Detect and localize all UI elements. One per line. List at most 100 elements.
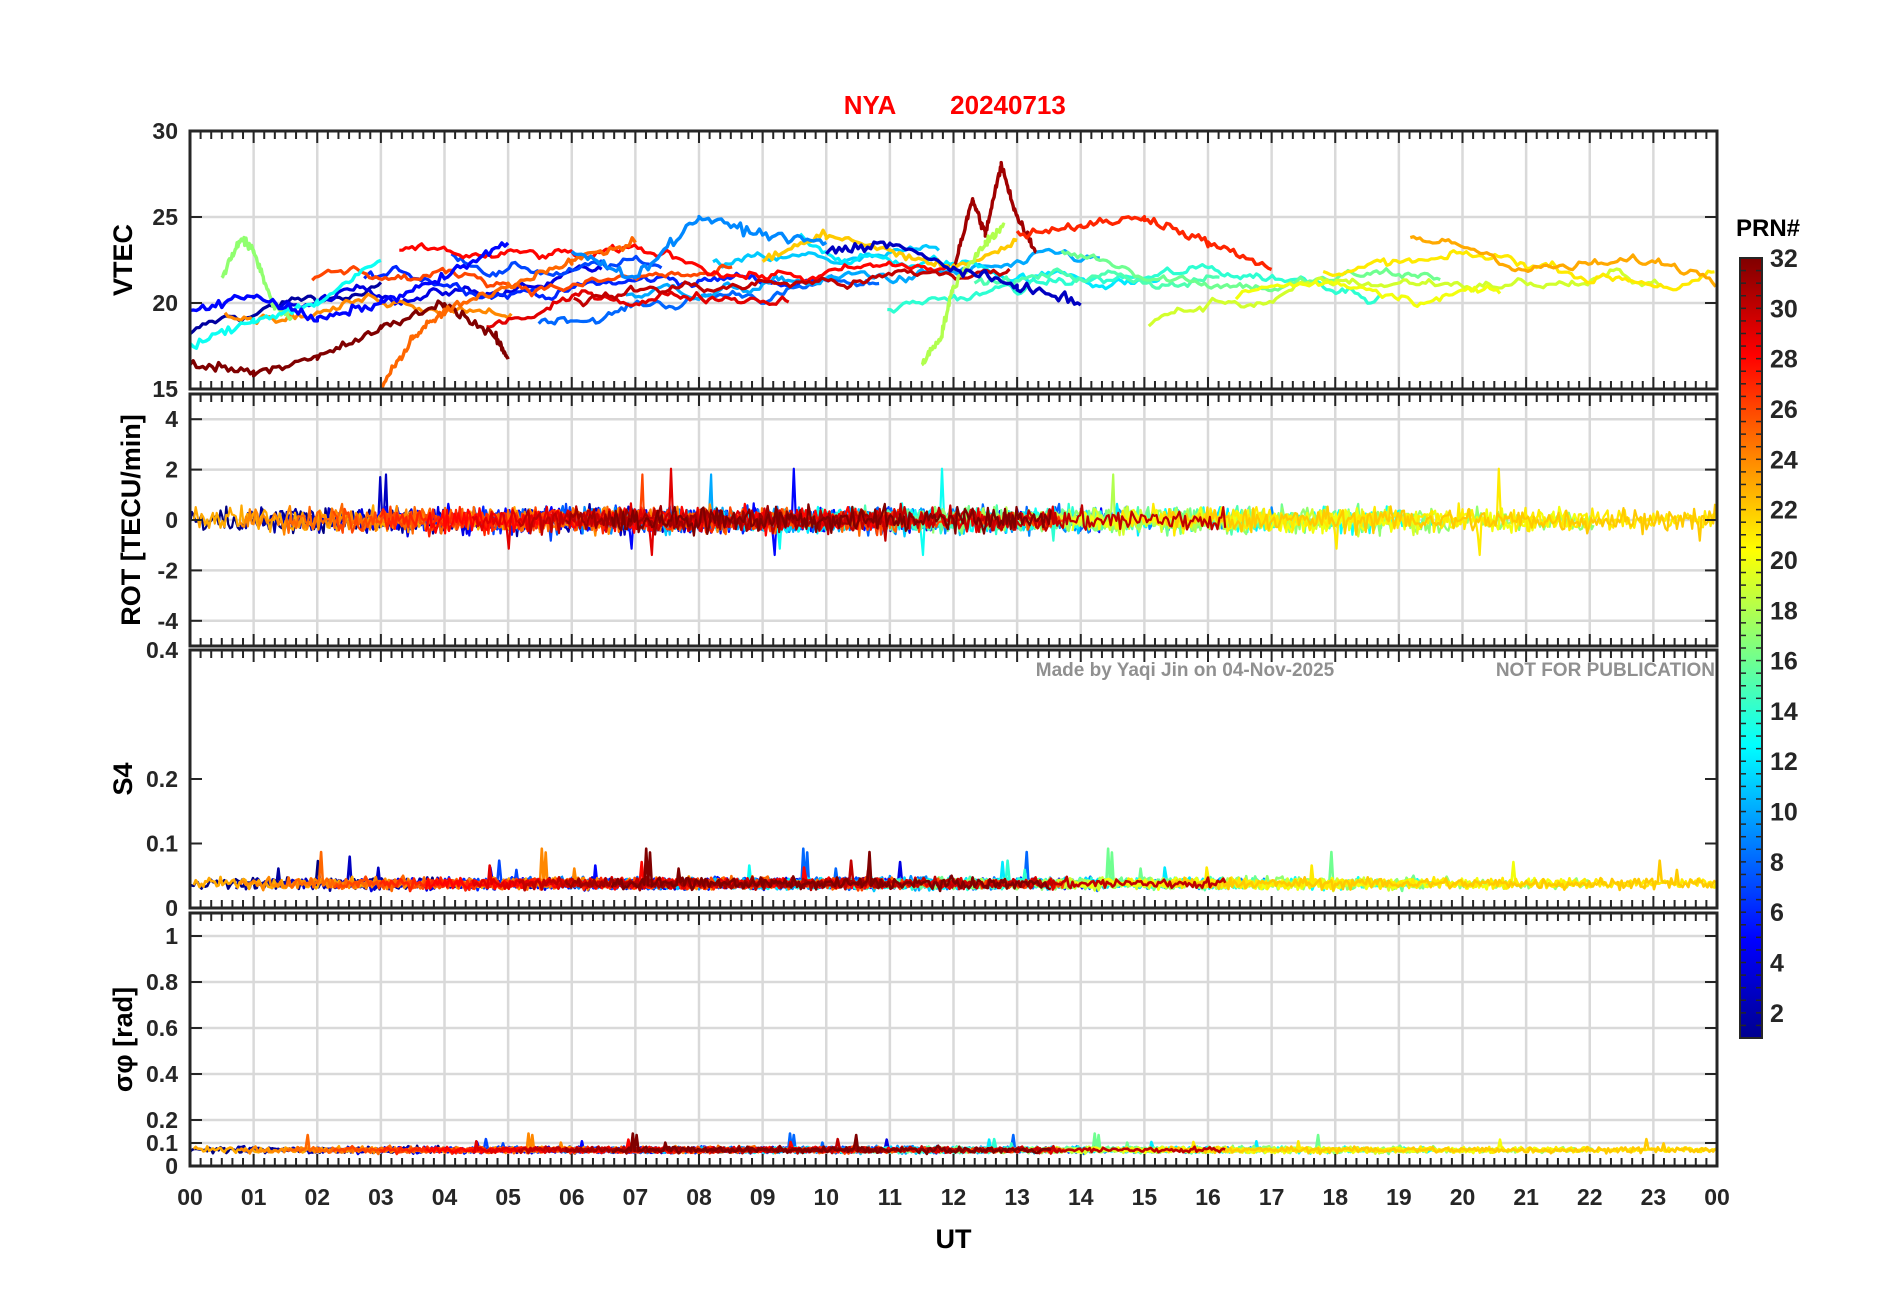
y-tick-label: 4 — [165, 406, 178, 432]
x-tick-label: 16 — [1195, 1184, 1221, 1210]
vtec-trace-prn-11 — [712, 243, 940, 269]
y-tick-label: 0.2 — [146, 1107, 178, 1133]
y-axis-label: σφ [rad] — [108, 987, 138, 1092]
x-tick-label: 04 — [432, 1184, 458, 1210]
trace-prn-32 — [610, 847, 1052, 893]
colorbar-tick-label: 22 — [1770, 497, 1798, 525]
colorbar-label: PRN# — [1736, 215, 1800, 242]
x-tick-label: 18 — [1322, 1184, 1348, 1210]
y-axis-label: ROT [TECU/min] — [116, 414, 146, 625]
vtec-trace-prn-10 — [625, 247, 1100, 301]
chart-title-date: 20240713 — [950, 90, 1066, 120]
x-tick-label: 09 — [750, 1184, 776, 1210]
colorbar-tick-label: 10 — [1770, 799, 1798, 827]
vtec-trace-prn-4 — [276, 264, 603, 311]
y-tick-label: 0.4 — [146, 1061, 178, 1087]
vtec-trace-prn-23 — [1409, 235, 1717, 288]
trace-prn-29 — [471, 467, 1058, 557]
vtec-series-prn-31 — [951, 160, 1037, 271]
trace-prn-22 — [1165, 859, 1717, 892]
x-tick-label: 00 — [1704, 1184, 1730, 1210]
y-tick-label: 0.6 — [146, 1015, 178, 1041]
trace-prn-22 — [1164, 1137, 1717, 1155]
y-tick-label: 0.8 — [146, 969, 178, 995]
vtec-series-prn-25 — [379, 236, 637, 389]
vtec-series-prn-27 — [1015, 215, 1273, 272]
colorbar-tick-label: 14 — [1770, 698, 1798, 726]
x-tick-label: 20 — [1450, 1184, 1476, 1210]
x-tick-label: 13 — [1004, 1184, 1030, 1210]
chart-title-station: NYA — [844, 90, 897, 120]
colorbar-tick-label: 20 — [1770, 547, 1798, 575]
y-tick-label: 20 — [152, 290, 178, 316]
vtec-trace-prn-16 — [1060, 249, 1441, 293]
colorbar-tick-label: 16 — [1770, 648, 1798, 676]
colorbar-tick-label: 8 — [1770, 849, 1784, 877]
vtec-trace-prn-30 — [573, 267, 1011, 308]
y-tick-label: 2 — [165, 457, 178, 483]
y-axis-label: VTEC — [108, 224, 138, 296]
y-tick-label: 0 — [165, 895, 178, 921]
y-tick-label: 15 — [152, 376, 178, 402]
vtec-trace-prn-26 — [311, 263, 733, 298]
x-tick-label: 03 — [368, 1184, 394, 1210]
panel-frame — [188, 648, 1719, 910]
vtec-trace-prn-28 — [399, 242, 951, 284]
y-tick-label: 0.4 — [146, 637, 178, 663]
x-tick-label: 05 — [495, 1184, 521, 1210]
colorbar-tick-label: 28 — [1770, 346, 1798, 374]
panel-3: 00.10.2 0.4 0.6 0.8 1 σφ [rad] — [108, 911, 1719, 1179]
vtec-series-prn-18 — [920, 222, 1006, 367]
x-tick-label: 21 — [1513, 1184, 1539, 1210]
colorbar-tick-label: 2 — [1770, 1000, 1784, 1028]
x-tick-label: 23 — [1641, 1184, 1667, 1210]
x-tick-label: 07 — [623, 1184, 649, 1210]
panel-3-traces — [190, 1132, 1717, 1156]
panel-0-traces — [190, 160, 1717, 389]
x-axis: 00 01 02 03 04 05 06 07 08 09 10 11 12 13 14 15 16 17 18 19… — [177, 1184, 1730, 1254]
vtec-trace-prn-15 — [973, 267, 1220, 290]
x-tick-label: 22 — [1577, 1184, 1603, 1210]
x-tick-label: 12 — [941, 1184, 967, 1210]
x-tick-label: 19 — [1386, 1184, 1412, 1210]
x-tick-label: 00 — [177, 1184, 203, 1210]
x-tick-label: 01 — [241, 1184, 267, 1210]
colorbar-tick-label: 12 — [1770, 748, 1798, 776]
vtec-series-prn-3 — [825, 240, 1082, 307]
colorbar-tick-label: 26 — [1770, 396, 1798, 424]
y-axis-label: S4 — [108, 762, 138, 795]
panel-1-traces — [190, 467, 1717, 557]
y-tick-label: 30 — [152, 118, 178, 144]
trace-prn-22 — [1164, 503, 1717, 542]
colorbar-tick-label: 6 — [1770, 899, 1784, 927]
panel-2: 0 0.1 0.2 0.4 S4 — [108, 637, 1719, 921]
colorbar-tick-label: 4 — [1770, 950, 1784, 978]
y-tick-label: 0 — [165, 1153, 178, 1179]
panel-1: -4 -2 0 2 4 ROT [TECU/min] — [116, 392, 1719, 648]
x-tick-label: 14 — [1068, 1184, 1094, 1210]
x-tick-label: 02 — [304, 1184, 330, 1210]
colorbar-tick-label: 32 — [1770, 245, 1798, 273]
vtec-trace-prn-21 — [1322, 249, 1715, 292]
x-tick-label: 17 — [1259, 1184, 1285, 1210]
colorbar-tick-label: 24 — [1770, 446, 1798, 474]
x-tick-label: 11 — [878, 1184, 903, 1210]
vtec-trace-prn-7 — [450, 252, 663, 278]
vtec-series-prn-5 — [190, 241, 510, 323]
colorbar-tick-label: 30 — [1770, 295, 1798, 323]
vtec-series-prn-13 — [190, 258, 382, 350]
x-tick-label: 08 — [686, 1184, 712, 1210]
panel-2-traces — [190, 847, 1717, 893]
y-tick-label: 0 — [165, 507, 178, 533]
y-tick-label: 0.1 — [146, 1130, 178, 1156]
vtec-trace-prn-29 — [486, 289, 790, 329]
colorbar-tick-label: 18 — [1770, 597, 1798, 625]
x-axis-label: UT — [936, 1224, 972, 1254]
x-tick-label: 10 — [813, 1184, 839, 1210]
x-tick-label: 15 — [1132, 1184, 1158, 1210]
y-tick-label: 25 — [152, 204, 178, 230]
vtec-trace-prn-19 — [1147, 267, 1662, 328]
